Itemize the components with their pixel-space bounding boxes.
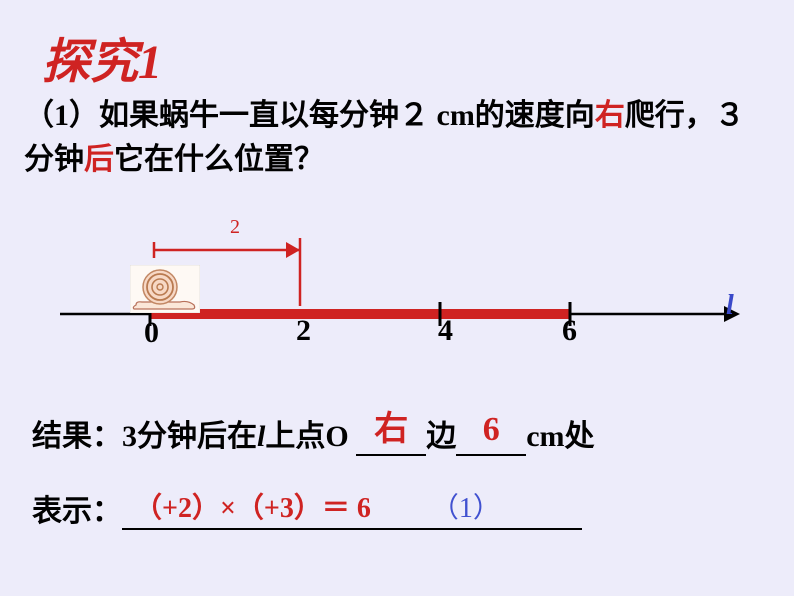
result-mid: 上点O — [265, 420, 348, 453]
expression-row: 表示： （+2）×（+3）＝ 6 （1） — [32, 486, 582, 530]
snail-icon — [130, 265, 200, 313]
expression-equation: （+2）×（+3）＝ 6 — [134, 493, 371, 524]
tick-label-0: 0 — [144, 316, 159, 350]
question-text: （1）如果蜗牛一直以每分钟２ cm的速度向右爬行，３分钟后它在什么位置？ — [24, 94, 770, 181]
q-part-1: （1）如果蜗牛一直以每分钟２ cm的速度向 — [24, 99, 595, 132]
expression-ref: （1） — [431, 493, 501, 524]
result-blank-2: 6 — [456, 408, 526, 456]
tick-label-2: 2 — [296, 314, 311, 348]
result-prefix: 结果：3分钟后在 — [32, 420, 257, 453]
q-highlight-1: 右 — [595, 99, 625, 132]
tick-label-4: 4 — [438, 314, 453, 348]
result-blank-1: 右 — [356, 408, 426, 456]
expression-label: 表示： — [32, 495, 122, 528]
result-text: 结果：3分钟后在l上点O 右边6cm处 — [32, 408, 595, 456]
expression-blank: （+2）×（+3）＝ 6 （1） — [122, 486, 582, 530]
number-line-diagram — [60, 230, 740, 350]
q-highlight-2: 后 — [84, 143, 114, 176]
tick-label-6: 6 — [562, 314, 577, 348]
q-part-5: 它在什么位置？ — [114, 143, 324, 176]
result-suffix: cm处 — [526, 420, 594, 453]
axis-l-label: l — [726, 290, 734, 322]
result-mid2: 边 — [426, 420, 456, 453]
page-title: 探究1 — [42, 22, 162, 92]
